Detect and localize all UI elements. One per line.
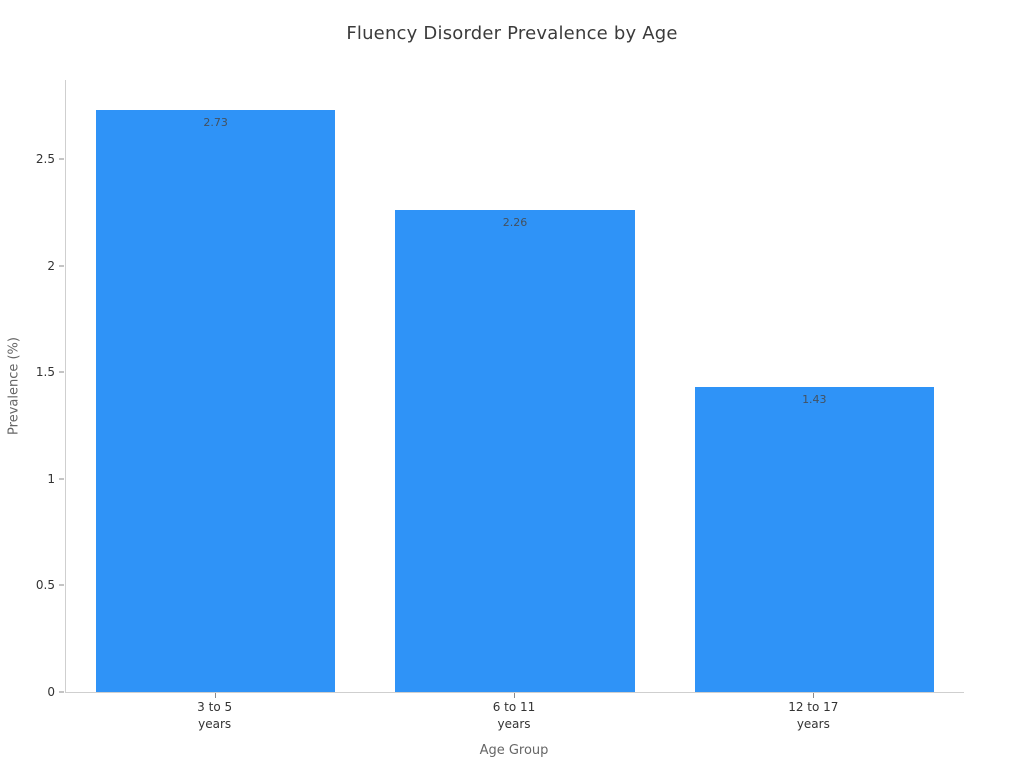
bar-value-label: 2.73 <box>203 115 228 129</box>
x-tick-mark <box>813 693 815 698</box>
bar-value-label: 2.26 <box>502 216 528 230</box>
x-tick-label: 6 to 11 years <box>492 700 536 731</box>
y-tick-label: 2 <box>47 258 55 273</box>
chart-title: Fluency Disorder Prevalence by Age <box>346 23 678 44</box>
y-tick-mark <box>59 478 64 480</box>
y-tick-label: 1.5 <box>35 365 55 380</box>
bar-value-label: 1.43 <box>802 393 827 407</box>
y-tick-mark <box>59 265 64 267</box>
y-tick-mark <box>59 691 64 693</box>
y-tick-label: 0 <box>47 685 55 699</box>
x-tick-label: 12 to 17 years <box>788 700 839 731</box>
y-tick-mark <box>59 584 64 586</box>
x-tick-mark <box>514 693 515 698</box>
y-axis-title: Prevalence (%) <box>6 337 22 435</box>
plot-area: 2.73 2.26 1.43 <box>65 80 964 693</box>
x-tick-label: 3 to 5 years <box>197 700 233 731</box>
y-tick-mark <box>59 158 64 160</box>
y-tick-label: 1 <box>47 471 55 486</box>
x-tick-mark <box>214 693 216 698</box>
x-axis-title: Age Group <box>479 743 549 758</box>
y-tick-label: 2.5 <box>35 151 55 166</box>
bar: 1.43 <box>694 387 935 692</box>
bar: 2.73 <box>95 109 336 692</box>
y-tick-mark <box>59 371 64 373</box>
bar: 2.26 <box>395 210 635 692</box>
y-tick-label: 0.5 <box>35 578 55 593</box>
